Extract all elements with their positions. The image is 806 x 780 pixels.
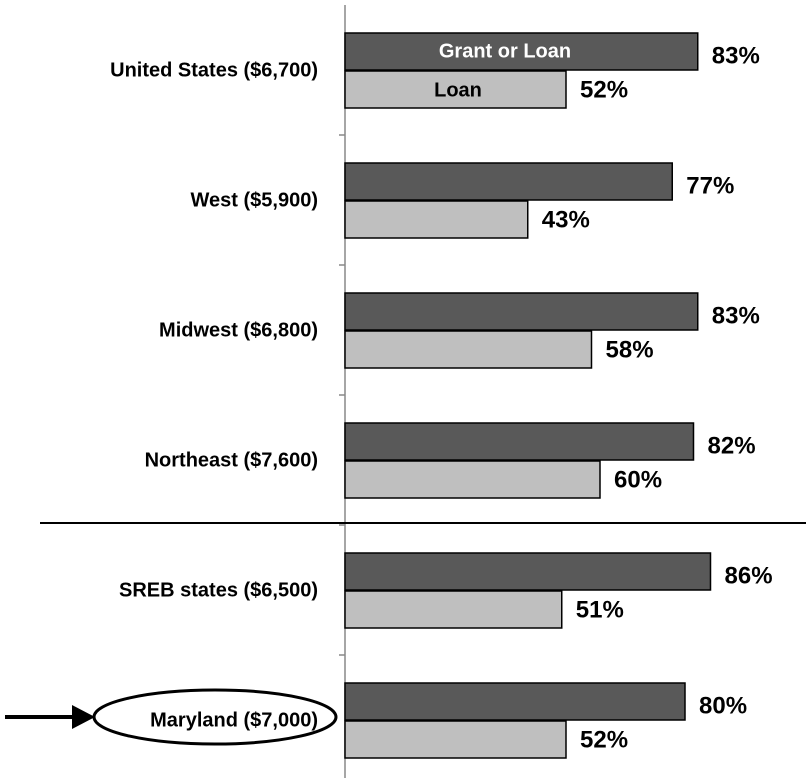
value-label: 58% <box>606 336 654 363</box>
legend-entry: Loan <box>434 79 482 101</box>
value-label: 83% <box>712 42 760 69</box>
value-label: 60% <box>614 466 662 493</box>
value-label: 86% <box>725 562 773 589</box>
category-label: Midwest ($6,800) <box>159 319 318 341</box>
bar <box>344 682 686 721</box>
category-label: West ($5,900) <box>191 189 318 211</box>
bar <box>344 70 567 109</box>
bar <box>344 590 563 629</box>
category-label: United States ($6,700) <box>110 59 318 81</box>
bar <box>344 162 673 201</box>
value-label: 80% <box>699 692 747 719</box>
bar <box>344 720 567 759</box>
bar <box>344 422 695 461</box>
value-label: 77% <box>686 172 734 199</box>
category-label: SREB states ($6,500) <box>119 579 318 601</box>
bar <box>344 552 712 591</box>
category-label: Northeast ($7,600) <box>145 449 318 471</box>
bar <box>344 330 593 369</box>
arrow-head <box>72 705 95 729</box>
value-label: 52% <box>580 76 628 103</box>
value-label: 83% <box>712 302 760 329</box>
value-label: 52% <box>580 726 628 753</box>
value-label: 82% <box>708 432 756 459</box>
bar <box>344 200 529 239</box>
legend-entry: Grant or Loan <box>439 40 571 62</box>
value-label: 43% <box>542 206 590 233</box>
bar <box>344 32 699 71</box>
bar <box>344 292 699 331</box>
value-label: 51% <box>576 596 624 623</box>
category-label: Maryland ($7,000) <box>150 709 318 731</box>
bar <box>344 460 601 499</box>
